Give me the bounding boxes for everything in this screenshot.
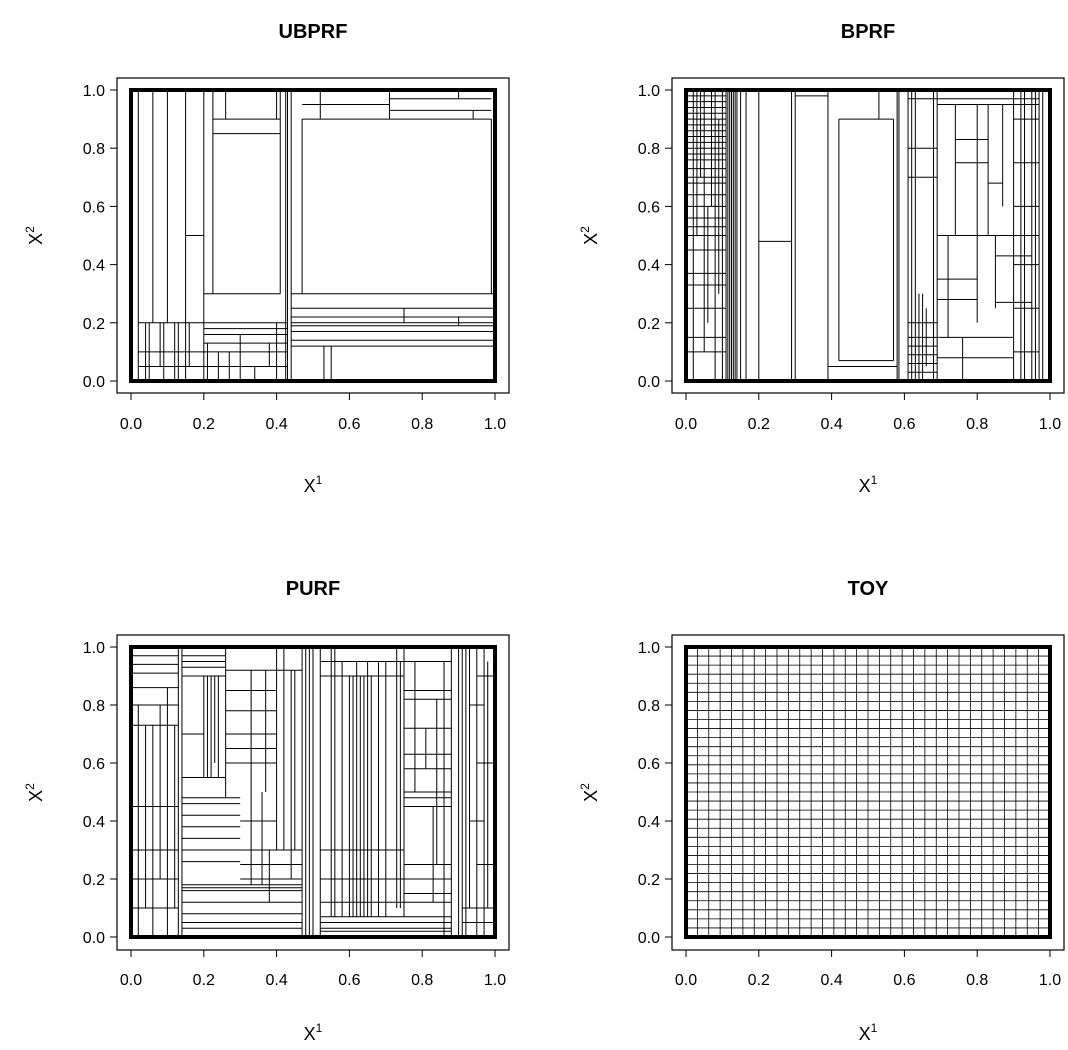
panel-title: PURF	[286, 578, 340, 600]
x-tick-label: 0.6	[893, 416, 915, 433]
x-axis-label: X1	[859, 1021, 878, 1044]
y-tick-label: 0.0	[638, 930, 660, 947]
y-axis-label: X2	[23, 226, 46, 245]
x-tick-label: 0.6	[338, 972, 360, 989]
panel-title: UBPRF	[279, 21, 348, 43]
x-axis-label: X1	[304, 473, 323, 496]
y-tick-label: 0.0	[638, 374, 660, 391]
y-axis-label: X2	[23, 783, 46, 802]
y-tick-label: 0.8	[638, 698, 660, 715]
x-tick-label: 0.8	[966, 416, 988, 433]
y-tick-label: 0.0	[83, 930, 105, 947]
y-tick-label: 0.2	[638, 872, 660, 889]
x-tick-label: 0.6	[338, 416, 360, 433]
x-tick-label: 0.2	[193, 972, 215, 989]
unit-square-border	[129, 645, 497, 939]
x-tick-label: 0.4	[820, 972, 842, 989]
x-tick-label: 0.2	[748, 972, 770, 989]
x-tick-label: 0.8	[411, 416, 433, 433]
x-tick-label: 1.0	[484, 416, 506, 433]
y-tick-label: 0.6	[83, 199, 105, 216]
y-tick-label: 0.2	[638, 316, 660, 333]
y-axis-label: X2	[578, 226, 601, 245]
x-tick-label: 0.2	[748, 416, 770, 433]
x-axis-label: X1	[859, 473, 878, 496]
y-tick-label: 0.6	[638, 199, 660, 216]
y-tick-label: 0.4	[638, 258, 660, 275]
y-tick-label: 0.4	[83, 258, 105, 275]
panel-toy: TOY 0.0 0.2 0.4 0.6 0.8 1.0 0.0 0.2 0.4 0.6 0.8 1.0 X…	[578, 578, 1065, 1044]
y-tick-label: 0.6	[83, 756, 105, 773]
y-tick-label: 0.6	[638, 756, 660, 773]
y-tick-label: 0.4	[83, 814, 105, 831]
panel-ubprf: UBPRF 0.0 0.2 0.4 0.6 0.8 1.0 0.0 0.2 0.4 0.6 0.8 1.…	[23, 21, 510, 496]
x-tick-label: 0.0	[120, 972, 142, 989]
x-tick-label: 0.8	[966, 972, 988, 989]
y-tick-label: 1.0	[83, 83, 105, 100]
unit-square-border	[684, 88, 1052, 383]
panel-title: TOY	[848, 578, 889, 600]
x-tick-label: 0.0	[675, 972, 697, 989]
x-tick-label: 0.4	[820, 416, 842, 433]
x-tick-label: 0.0	[120, 416, 142, 433]
y-axis-label: X2	[578, 783, 601, 802]
y-tick-label: 0.8	[83, 698, 105, 715]
x-axis-label: X1	[304, 1021, 323, 1044]
panel-purf: PURF 0.0 0.2 0.4 0.6 0.8 1.0 0.0 0.2 0.4 0.6 0.8 1.0…	[23, 578, 510, 1044]
y-tick-label: 0.8	[638, 141, 660, 158]
x-tick-label: 0.8	[411, 972, 433, 989]
x-tick-label: 0.6	[893, 972, 915, 989]
x-tick-label: 0.0	[675, 416, 697, 433]
y-tick-label: 0.8	[83, 141, 105, 158]
y-tick-label: 1.0	[638, 83, 660, 100]
y-tick-label: 1.0	[83, 640, 105, 657]
y-tick-label: 0.0	[83, 374, 105, 391]
y-tick-label: 0.2	[83, 316, 105, 333]
unit-square-border	[129, 88, 497, 383]
panel-title: BPRF	[841, 21, 895, 43]
unit-square-border	[684, 645, 1052, 939]
x-tick-label: 0.4	[265, 972, 287, 989]
panel-bprf: BPRF 0.0 0.2 0.4 0.6 0.8 1.0 0.0 0.2 0.4 0.6 0.8 1.0…	[578, 21, 1065, 496]
x-tick-label: 1.0	[1039, 416, 1061, 433]
x-tick-label: 1.0	[484, 972, 506, 989]
y-tick-label: 1.0	[638, 640, 660, 657]
x-tick-label: 0.2	[193, 416, 215, 433]
x-tick-label: 0.4	[265, 416, 287, 433]
x-tick-label: 1.0	[1039, 972, 1061, 989]
y-tick-label: 0.2	[83, 872, 105, 889]
y-tick-label: 0.4	[638, 814, 660, 831]
